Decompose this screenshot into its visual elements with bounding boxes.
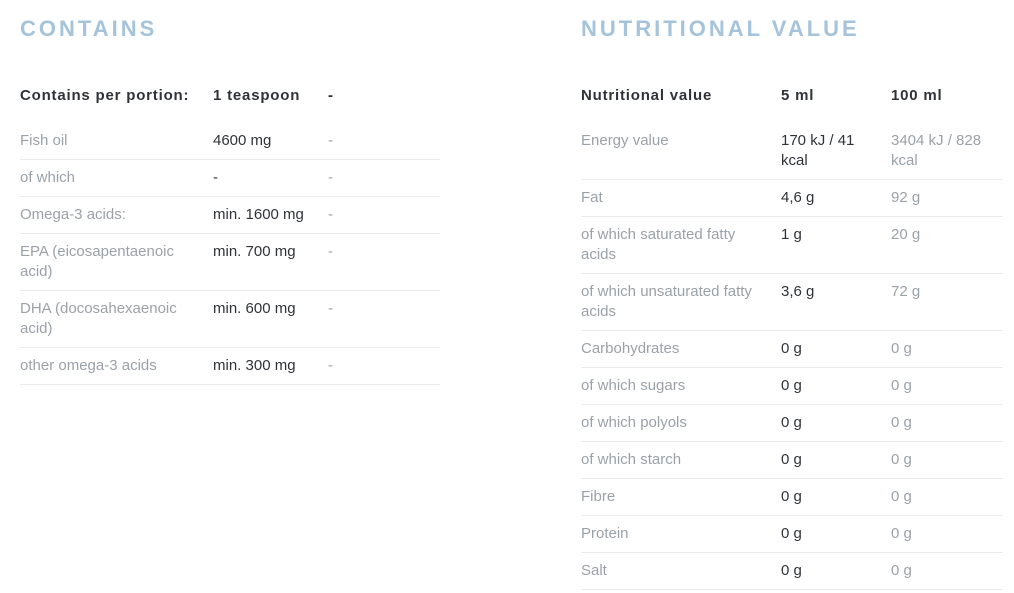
table-row: of which starch 0 g 0 g <box>581 442 1003 480</box>
table-row: other omega-3 acids min. 300 mg - <box>20 348 440 386</box>
row-label: of which saturated fatty acids <box>581 226 736 264</box>
value-primary: 4,6 g <box>781 189 815 207</box>
value-secondary: 0 g <box>891 414 912 432</box>
value-primary: min. 300 mg <box>213 357 296 375</box>
table-row: of which unsaturated fatty acids 3,6 g 72 … <box>581 274 1003 332</box>
row-label: of which <box>20 169 76 187</box>
table-row: Protein 0 g 0 g <box>581 516 1003 554</box>
row-label: Fish oil <box>20 132 68 150</box>
nutrition-table-body: Energy value 170 kJ / 41 kcal 3404 kJ / 82… <box>581 123 1003 591</box>
column-header-100ml: 100 ml <box>891 87 943 105</box>
row-label: of which sugars <box>581 377 686 395</box>
value-primary: 4600 mg <box>213 132 272 150</box>
value-secondary: - <box>328 243 333 261</box>
value-secondary: 3404 kJ / 828 kcal <box>891 132 982 170</box>
value-secondary: 0 g <box>891 377 912 395</box>
table-row: EPA (eicosapentaenoic acid) min. 700 mg - <box>20 234 440 292</box>
table-row: Fibre 0 g 0 g <box>581 479 1003 517</box>
table-row: of which - - <box>20 160 440 198</box>
value-primary: 0 g <box>781 377 802 395</box>
value-primary: 0 g <box>781 451 802 469</box>
table-row: Carbohydrates 0 g 0 g <box>581 331 1003 369</box>
value-secondary: 20 g <box>891 226 921 244</box>
value-primary: 0 g <box>781 488 802 506</box>
value-secondary: - <box>328 357 333 375</box>
value-primary: min. 600 mg <box>213 300 296 318</box>
nutrition-table: Nutritional value 5 ml 100 ml Energy val… <box>581 86 1003 591</box>
column-header-dash: - <box>328 87 334 105</box>
nutrition-heading: NUTRITIONAL VALUE <box>581 16 860 41</box>
table-row: of which sugars 0 g 0 g <box>581 368 1003 406</box>
value-secondary: - <box>328 169 333 187</box>
nutrition-table-header: Nutritional value 5 ml 100 ml <box>581 86 1003 123</box>
value-primary: 0 g <box>781 562 802 580</box>
row-label: of which polyols <box>581 414 687 432</box>
row-label: Energy value <box>581 132 669 150</box>
value-primary: min. 700 mg <box>213 243 296 261</box>
table-row: of which polyols 0 g 0 g <box>581 405 1003 443</box>
contains-heading: CONTAINS <box>20 16 158 41</box>
column-header-nutritional-value: Nutritional value <box>581 87 713 105</box>
value-secondary: - <box>328 206 333 224</box>
row-label: Fat <box>581 189 603 207</box>
row-label: Protein <box>581 525 629 543</box>
column-header-5ml: 5 ml <box>781 87 815 105</box>
row-label: of which unsaturated fatty acids <box>581 283 752 321</box>
table-row: Energy value 170 kJ / 41 kcal 3404 kJ / 82… <box>581 123 1003 181</box>
table-row: of which saturated fatty acids 1 g 20 g <box>581 217 1003 275</box>
table-row: DHA (docosahexaenoic acid) min. 600 mg - <box>20 291 440 349</box>
column-header-teaspoon: 1 teaspoon <box>213 87 301 105</box>
row-label: other omega-3 acids <box>20 357 157 375</box>
value-secondary: 0 g <box>891 525 912 543</box>
row-label: Carbohydrates <box>581 340 680 358</box>
value-primary: 0 g <box>781 414 802 432</box>
row-label: of which starch <box>581 451 682 469</box>
contains-table: Contains per portion: 1 teaspoon - Fish … <box>20 86 440 386</box>
value-primary: 0 g <box>781 340 802 358</box>
table-row: Salt 0 g 0 g <box>581 553 1003 591</box>
table-row: Omega-3 acids: min. 1600 mg - <box>20 197 440 235</box>
nutrition-section: NUTRITIONAL VALUE Nutritional value 5 ml… <box>581 16 1003 591</box>
row-label: Fibre <box>581 488 616 506</box>
value-secondary: 0 g <box>891 488 912 506</box>
value-secondary: 92 g <box>891 189 921 207</box>
contains-table-header: Contains per portion: 1 teaspoon - <box>20 86 440 123</box>
value-primary: 3,6 g <box>781 283 815 301</box>
value-primary: min. 1600 mg <box>213 206 304 224</box>
row-label: Salt <box>581 562 607 580</box>
value-primary: 0 g <box>781 525 802 543</box>
value-secondary: 0 g <box>891 562 912 580</box>
table-row: Fat 4,6 g 92 g <box>581 180 1003 218</box>
value-primary: 1 g <box>781 226 802 244</box>
value-secondary: - <box>328 132 333 150</box>
value-secondary: 0 g <box>891 340 912 358</box>
row-label: DHA (docosahexaenoic acid) <box>20 300 177 338</box>
row-label: Omega-3 acids: <box>20 206 126 224</box>
value-primary: - <box>213 169 218 187</box>
value-secondary: - <box>328 300 333 318</box>
value-secondary: 72 g <box>891 283 921 301</box>
row-label: EPA (eicosapentaenoic acid) <box>20 243 174 281</box>
table-row: Fish oil 4600 mg - <box>20 123 440 161</box>
contains-section: CONTAINS Contains per portion: 1 teaspoo… <box>20 16 440 590</box>
contains-table-body: Fish oil 4600 mg - of which - - Omega-3 acids:… <box>20 123 440 386</box>
column-header-portion: Contains per portion: <box>20 87 190 105</box>
value-secondary: 0 g <box>891 451 912 469</box>
value-primary: 170 kJ / 41 kcal <box>781 132 855 170</box>
